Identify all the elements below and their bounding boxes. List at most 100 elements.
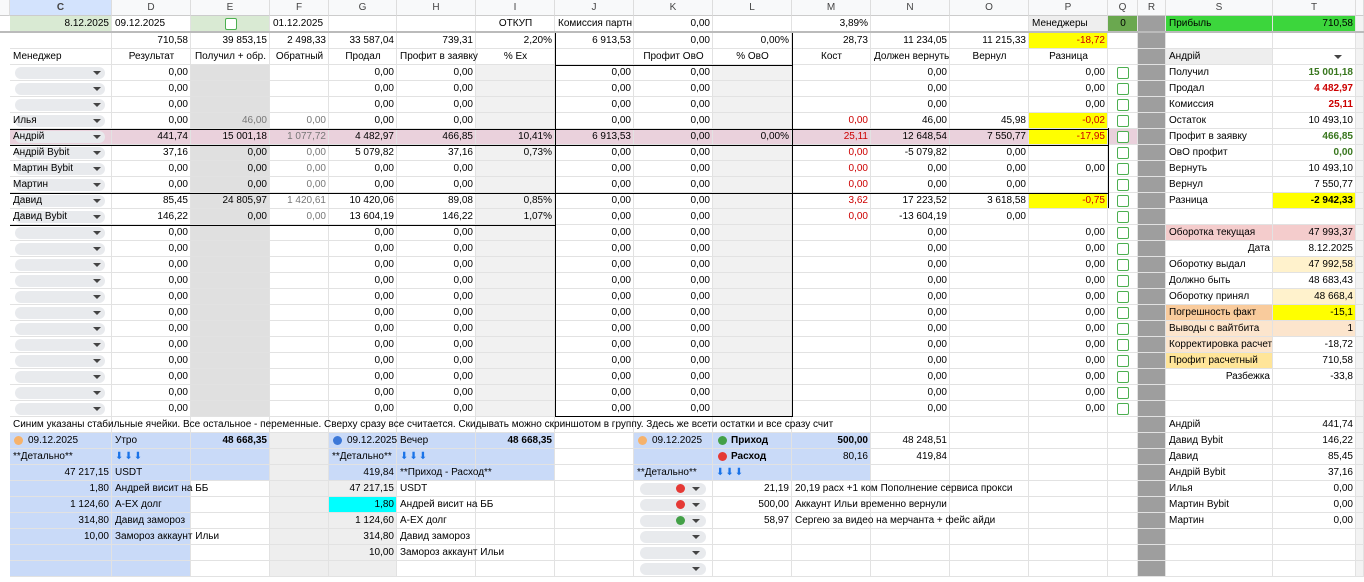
column-header: O [950,0,1029,16]
cell [555,273,634,289]
cell [112,465,191,481]
cell [555,513,634,529]
cell-text: Выводы с вайтбита [1169,323,1260,334]
cell [1138,97,1166,113]
cell-text: 0,00 [611,355,631,366]
cell [1029,321,1108,337]
cell-text: 0,00 [374,307,394,318]
cell [1273,241,1356,257]
cell [476,289,555,305]
dropdown-arrow [93,359,101,363]
row-edge [1356,193,1364,209]
cell-text: 0,00 [1085,307,1105,318]
cell [950,145,1029,161]
cell [634,321,713,337]
cell-text: 0,00 [690,243,710,254]
cell-text: 0,00 [927,323,947,334]
cell [270,161,329,177]
cell [871,289,950,305]
cell [713,209,792,225]
cell [1029,369,1108,385]
cell [634,353,713,369]
cell-text: 0,00 [1085,275,1105,286]
cell [713,241,792,257]
cell-text: 0,00 [611,147,631,158]
cell [397,16,476,32]
cell [1273,337,1356,353]
cell [1166,257,1273,273]
cell [1138,433,1166,449]
cell [792,385,871,401]
cell-text: 0,00 [927,67,947,78]
cell-text: 0,00 [690,18,710,29]
cell [397,417,476,433]
column-header-edge [1356,0,1364,16]
cell [270,113,329,129]
cell [329,33,397,49]
cell [10,545,112,561]
cell [397,193,476,209]
cell [555,145,634,161]
cell [634,417,713,433]
cell-text: Утро [115,435,138,446]
cell [1138,241,1166,257]
column-header: G [329,0,397,16]
cell [713,129,792,145]
cell-text: 3,89% [839,18,868,29]
cell [713,545,792,561]
cell-text: Получил [1169,67,1209,78]
cell [329,305,397,321]
cell [555,65,634,81]
cell [950,273,1029,289]
cell-text: 10 493,10 [1308,163,1354,174]
cell [1273,385,1356,401]
cell-text: 0,00 [453,403,473,414]
cell [270,289,329,305]
cell-text: 0,00 [927,163,947,174]
cell [329,417,397,433]
cell [329,353,397,369]
cell [555,481,634,497]
dropdown [15,83,105,95]
cell [270,225,329,241]
dropdown [15,275,105,287]
cell [270,97,329,113]
cell [555,545,634,561]
cell [112,545,191,561]
cell-text: Давид [13,195,43,206]
cell-text: 0,00 [1085,355,1105,366]
cell [1273,97,1356,113]
cell-text: 0,00 [1006,147,1026,158]
checkbox [1117,243,1129,255]
cell [1029,97,1108,113]
cell [1273,273,1356,289]
row-edge [1356,465,1364,481]
cell [1138,417,1166,433]
cell-text: 11 234,05 [903,35,947,46]
cell [397,481,476,497]
cell [871,225,950,241]
cell [713,369,792,385]
cell [1166,321,1273,337]
cell [270,129,329,145]
cell [270,209,329,225]
cell-text: 0,00 [848,163,868,174]
dropdown [640,515,706,527]
cell-text: ⬇⬇⬇ [400,451,429,462]
column-header: E [191,0,270,16]
cell [1166,417,1273,433]
cell [1029,337,1108,353]
cell [1166,433,1273,449]
cell [10,481,112,497]
cell [871,49,950,65]
cell [792,145,871,161]
cell-text: 0,00 [168,67,188,78]
cell-text: 0,00 [374,339,394,350]
row-edge [1356,145,1364,161]
cell-text: 0,00 [374,67,394,78]
cell-text: ОвО профит [1169,147,1228,158]
cell [191,81,270,97]
cell-text: 11 215,33 [982,35,1026,46]
cell-text: 0,00 [306,147,326,158]
cell [112,321,191,337]
